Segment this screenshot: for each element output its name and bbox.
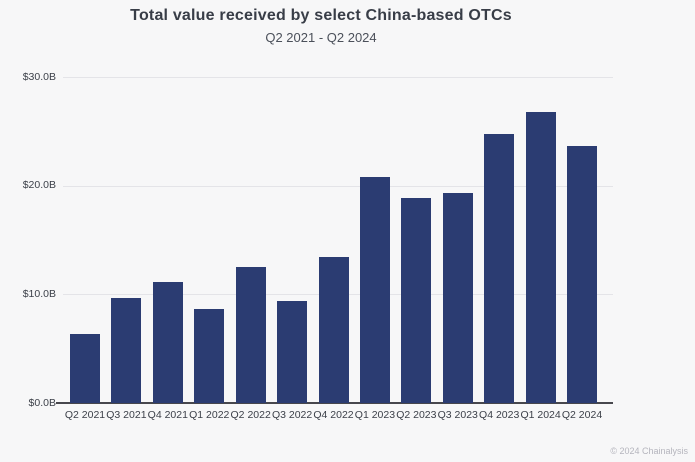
x-tick-label: Q2 2021 bbox=[64, 409, 106, 421]
x-tick-label: Q2 2022 bbox=[230, 409, 271, 421]
x-tick-label: Q3 2023 bbox=[437, 409, 478, 421]
bar-q4-2022 bbox=[318, 257, 349, 403]
x-tick-label: Q1 2023 bbox=[354, 409, 396, 421]
x-tick-label: Q3 2022 bbox=[271, 409, 313, 421]
plot-area: $30.0B $20.0B $10.0B $0.0B Q2 2021 Q3 2021 Q4 … bbox=[23, 71, 613, 421]
y-tick-label: $0.0B bbox=[28, 396, 56, 409]
bar-q4-2023 bbox=[484, 133, 515, 403]
bar-q3-2023 bbox=[442, 193, 473, 403]
x-tick-label: Q1 2022 bbox=[189, 409, 230, 421]
bar-q2-2022 bbox=[235, 267, 266, 403]
bar-q2-2021 bbox=[70, 333, 100, 403]
bar-q4-2021 bbox=[152, 282, 183, 403]
x-tick-label: Q1 2024 bbox=[520, 409, 561, 421]
x-axis-line bbox=[56, 402, 613, 404]
x-tick-label: Q4 2022 bbox=[313, 409, 354, 421]
bar-q1-2023 bbox=[359, 177, 390, 403]
x-tick-label: Q4 2023 bbox=[479, 409, 520, 421]
chart-title: Total value received by select China-bas… bbox=[130, 7, 512, 24]
bar-q2-2023 bbox=[401, 197, 432, 403]
x-tick-label: Q2 2023 bbox=[396, 409, 437, 421]
y-tick-label: $30.0B bbox=[22, 70, 56, 83]
x-tick-label: Q2 2024 bbox=[561, 409, 603, 421]
gridline bbox=[63, 77, 613, 78]
bar-q2-2024 bbox=[567, 145, 598, 403]
chart-subtitle: Q2 2021 - Q2 2024 bbox=[265, 30, 377, 45]
y-tick-label: $20.0B bbox=[22, 179, 56, 192]
y-tick-label: $10.0B bbox=[22, 287, 56, 300]
chart-header: Total value received by select China-bas… bbox=[0, 7, 642, 45]
bar-q1-2022 bbox=[194, 308, 225, 403]
copyright-notice: © 2024 Chainalysis bbox=[610, 446, 688, 456]
bar-q3-2022 bbox=[277, 300, 308, 403]
bar-q1-2024 bbox=[525, 111, 556, 403]
x-tick-label: Q4 2021 bbox=[147, 409, 188, 421]
x-tick-label: Q3 2021 bbox=[106, 409, 147, 421]
bar-q3-2021 bbox=[111, 297, 142, 403]
gridline bbox=[63, 185, 613, 187]
